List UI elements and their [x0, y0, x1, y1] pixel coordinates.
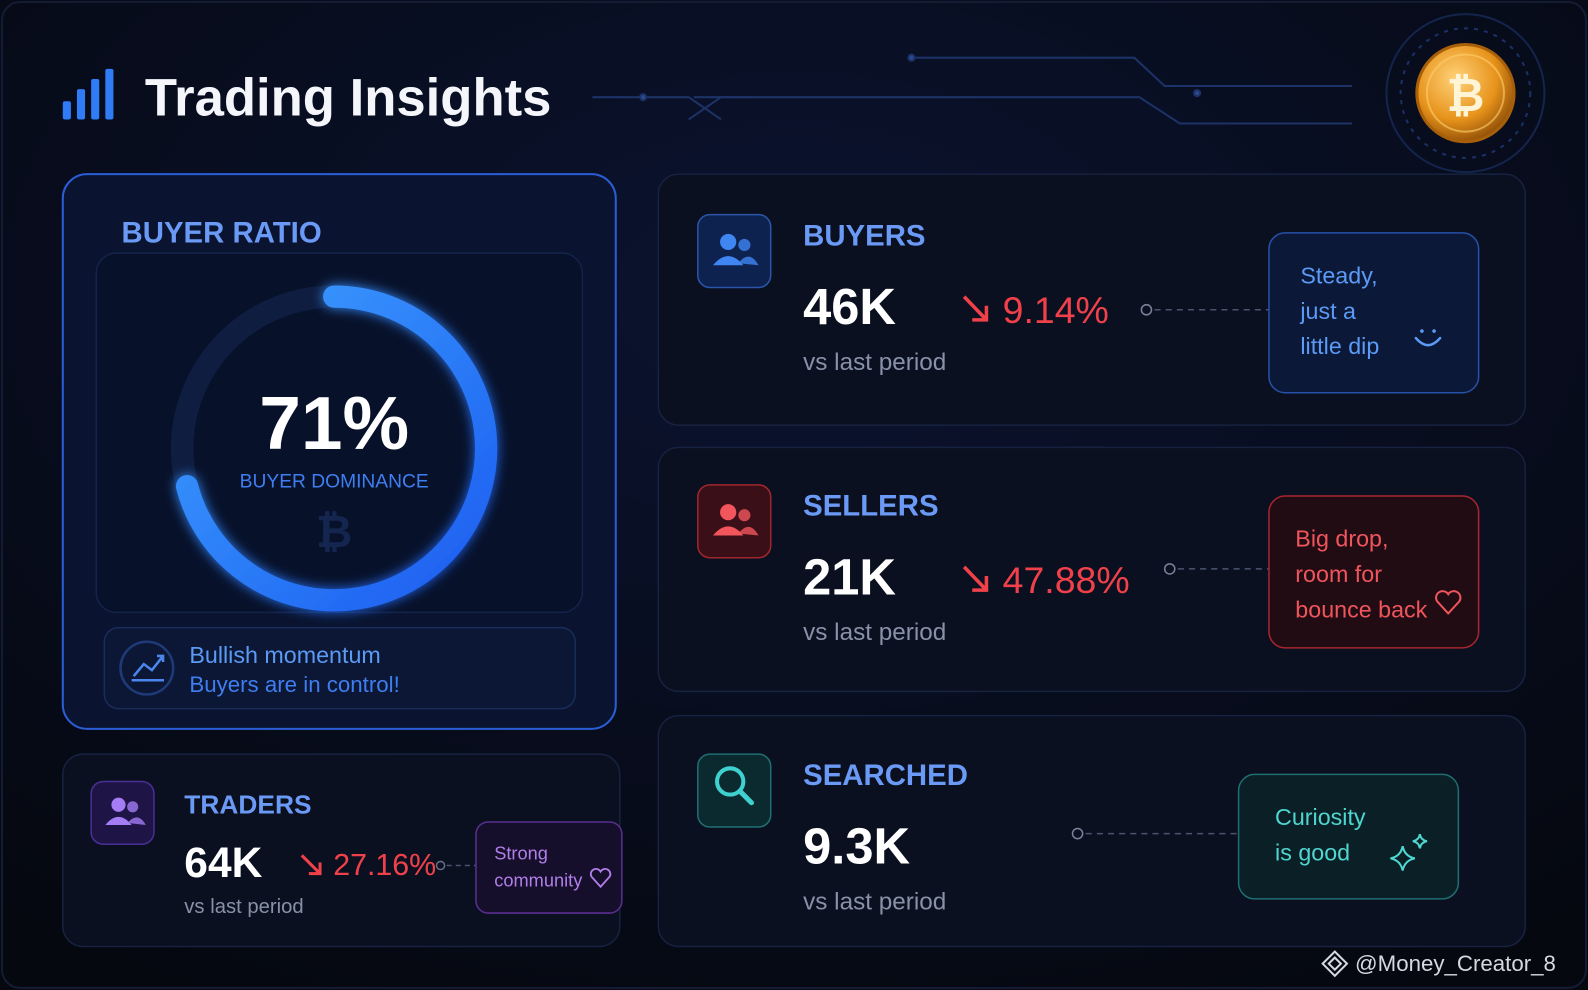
header-icon: [62, 68, 114, 120]
icon-glyph: [712, 256, 744, 266]
note-line: community: [494, 871, 583, 891]
metric-caption: vs last period: [803, 349, 946, 376]
heart-icon: [1435, 590, 1462, 615]
metric-label: SELLERS: [803, 490, 938, 523]
icon-glyph: [738, 526, 759, 536]
note-line: Strong: [494, 843, 548, 863]
sparkle-icon: [1390, 833, 1428, 871]
metric-note: [1237, 773, 1460, 900]
note-line: bounce back: [1295, 596, 1427, 622]
card-title: BUYER RATIO: [122, 216, 322, 249]
momentum-title: Bullish momentum: [189, 642, 380, 668]
connector-dot: [435, 860, 446, 871]
page-title: Trading Insights: [145, 69, 552, 128]
note-line: Big drop,: [1295, 526, 1388, 552]
trend-icon: [119, 640, 175, 696]
metric-caption: vs last period: [803, 888, 946, 915]
smile-icon: [1420, 329, 1424, 333]
ratio-value: 71%: [259, 381, 409, 465]
icon-glyph: [738, 238, 751, 252]
watermark: @Money_Creator_8: [1355, 951, 1556, 976]
circuit-lines: [592, 53, 1353, 125]
icon-glyph: [737, 789, 754, 806]
traders-label: TRADERS: [184, 790, 311, 820]
icon-glyph: [720, 233, 737, 251]
metric-change: 9.14%: [1003, 289, 1109, 331]
icon-glyph: [738, 509, 751, 522]
metric-icon: [697, 753, 772, 828]
heart-icon: [589, 867, 612, 889]
traders-change: 27.16%: [333, 849, 436, 882]
metric-value: 9.3K: [803, 818, 910, 875]
traders-value: 64K: [184, 840, 262, 887]
watermark-logo: [1321, 950, 1349, 978]
traders-note: [475, 821, 623, 914]
smile-icon: [1414, 336, 1442, 347]
note-line: Curiosity: [1275, 804, 1366, 830]
momentum-text: Buyers are in control!: [189, 672, 399, 697]
note-line: little dip: [1300, 333, 1379, 359]
traders-icon-glyph: [105, 797, 146, 825]
metric-value: 21K: [803, 549, 896, 606]
note-line: Steady,: [1300, 262, 1377, 288]
metric-caption: vs last period: [803, 619, 946, 646]
bitcoin-coin: ₿: [1385, 13, 1546, 174]
down-arrow: [962, 295, 989, 322]
metric-icon: [697, 484, 772, 559]
ratio-arc: [175, 285, 498, 612]
traders-icon: [90, 780, 155, 845]
icon-glyph: [738, 256, 759, 266]
metric-icon: [697, 213, 772, 289]
svg-text:₿: ₿: [1446, 69, 1484, 121]
note-line: is good: [1275, 839, 1350, 865]
metric-change: 47.88%: [1003, 559, 1130, 601]
metric-note: [1268, 232, 1480, 394]
connector-dot: [1163, 563, 1176, 575]
traders-caption: vs last period: [184, 896, 303, 918]
note-line: just a: [1299, 298, 1356, 324]
metric-label: BUYERS: [803, 219, 925, 252]
momentum-note: [103, 626, 577, 710]
metric-note: [1268, 495, 1480, 649]
down-arrow: [962, 565, 989, 592]
ratio-caption: BUYER DOMINANCE: [240, 471, 429, 492]
metric-label: SEARCHED: [803, 759, 968, 792]
smile-icon: [1432, 329, 1436, 333]
connector-dot: [1140, 303, 1153, 316]
note-line: room for: [1295, 561, 1382, 587]
icon-glyph: [720, 504, 737, 521]
metric-value: 46K: [803, 278, 896, 335]
down-arrow: [300, 854, 322, 876]
connector-dot: [1071, 827, 1084, 840]
ring-watermark: ₿: [316, 508, 352, 557]
icon-glyph: [715, 766, 746, 797]
icon-glyph: [712, 526, 744, 536]
